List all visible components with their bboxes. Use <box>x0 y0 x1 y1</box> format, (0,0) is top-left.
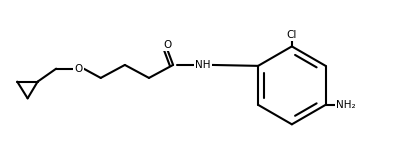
Text: NH: NH <box>195 60 211 70</box>
Text: O: O <box>164 40 172 50</box>
Text: NH₂: NH₂ <box>336 100 356 110</box>
Text: O: O <box>74 64 83 74</box>
Text: Cl: Cl <box>287 30 297 40</box>
